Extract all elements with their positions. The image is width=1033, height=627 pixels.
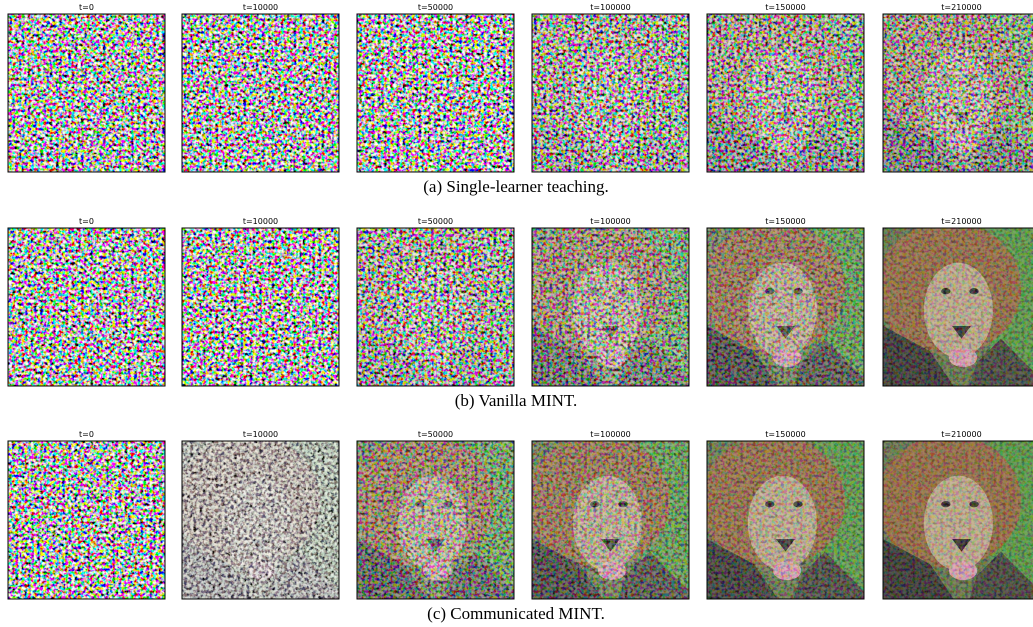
noise: [883, 14, 1033, 172]
panel-label: t=50000: [418, 217, 453, 226]
panel-label: t=210000: [941, 430, 981, 439]
panel-label: t=100000: [590, 3, 630, 12]
panel: t=50000: [351, 217, 514, 386]
noise: [182, 14, 339, 172]
noise: [357, 441, 514, 599]
noise: [532, 228, 689, 386]
caption: (a) Single-learner teaching.: [423, 177, 609, 196]
noise: [532, 441, 689, 599]
noise: [883, 228, 1033, 386]
panel: t=100000: [526, 3, 689, 172]
noise: [182, 228, 339, 386]
panel-image: [176, 8, 339, 172]
panel: t=150000: [701, 3, 864, 172]
panel-label: t=50000: [418, 430, 453, 439]
panel-image: [526, 222, 689, 386]
noise: [357, 14, 514, 172]
panel: t=0: [2, 217, 165, 386]
panel-image: [877, 435, 1033, 599]
panel-label: t=50000: [418, 3, 453, 12]
caption: (c) Communicated MINT.: [427, 604, 605, 623]
panel-label: t=100000: [590, 217, 630, 226]
panel-image: [877, 8, 1033, 172]
caption: (b) Vanilla MINT.: [455, 391, 578, 410]
panel-image: [701, 435, 864, 599]
panel: t=100000: [526, 217, 689, 386]
panel-image: [351, 8, 514, 172]
noise: [883, 441, 1033, 599]
noise: [707, 14, 864, 172]
noise: [707, 441, 864, 599]
panel-image: [526, 435, 689, 599]
panel: t=150000: [701, 430, 864, 599]
panel-label: t=0: [79, 430, 94, 439]
panel: t=50000: [351, 3, 514, 172]
panel-image: [2, 8, 165, 172]
panel: t=50000: [351, 430, 514, 599]
noise: [8, 228, 165, 386]
panel: t=0: [2, 3, 165, 172]
panel-label: t=10000: [243, 3, 278, 12]
panel: t=210000: [877, 3, 1033, 172]
noise: [357, 228, 514, 386]
panel: t=10000: [176, 3, 339, 172]
panel-image: [176, 222, 339, 386]
noise: [532, 14, 689, 172]
panel-label: t=100000: [590, 430, 630, 439]
panel-image: [701, 222, 864, 386]
noise: [707, 228, 864, 386]
panel-label: t=150000: [765, 217, 805, 226]
noise: [8, 441, 165, 599]
panel-label: t=0: [79, 3, 94, 12]
panel-image: [2, 435, 165, 599]
panel-image: [176, 435, 339, 599]
panel: t=150000: [701, 217, 864, 386]
panel-image: [526, 8, 689, 172]
panel-image: [2, 222, 165, 386]
panel: t=10000: [176, 217, 339, 386]
panel-image: [701, 8, 864, 172]
figure: t=0 t=10000 t=50000 t=100000 t=150000 t=21000…: [0, 0, 1033, 627]
panel-label: t=0: [79, 217, 94, 226]
panel-label: t=150000: [765, 430, 805, 439]
panel-image: [351, 435, 514, 599]
panel: t=0: [2, 430, 165, 599]
panel-grid: t=0 t=10000 t=50000 t=100000 t=150000 t=21000…: [2, 3, 1033, 623]
panel: t=210000: [877, 430, 1033, 599]
panel-label: t=10000: [243, 217, 278, 226]
panel-label: t=10000: [243, 430, 278, 439]
noise: [182, 441, 339, 599]
panel: t=210000: [877, 217, 1033, 386]
panel-label: t=210000: [941, 3, 981, 12]
noise: [8, 14, 165, 172]
panel-label: t=210000: [941, 217, 981, 226]
panel-image: [351, 222, 514, 386]
panel: t=10000: [176, 430, 339, 599]
panel: t=100000: [526, 430, 689, 599]
panel-label: t=150000: [765, 3, 805, 12]
panel-image: [877, 222, 1033, 386]
